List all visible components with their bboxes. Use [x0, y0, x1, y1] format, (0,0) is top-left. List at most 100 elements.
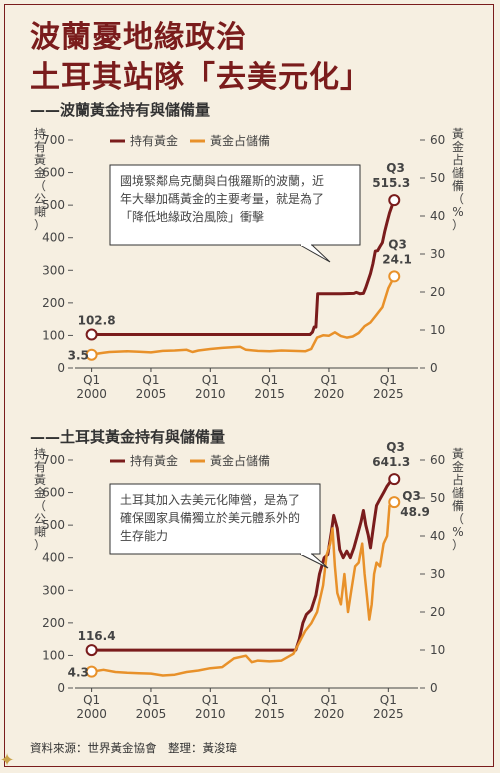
left-axis-label-char: 持: [34, 126, 46, 141]
x-tick-year: 2020: [314, 387, 345, 401]
x-tick-year: 2010: [195, 707, 226, 721]
right-tick-label: 30: [430, 247, 445, 261]
x-tick-quarter: Q1: [202, 373, 219, 387]
left-tick-label: 200: [42, 296, 65, 310]
annotation-text-line: 土耳其加入去美元化陣營，是為了: [120, 493, 300, 507]
end-label-share: 48.9: [400, 505, 430, 519]
right-tick-label: 0: [430, 681, 438, 695]
annotation-box: [109, 483, 321, 555]
x-tick-year: 2020: [314, 707, 345, 721]
right-axis-label-char: 占: [452, 472, 464, 487]
headline-line-2: 土耳其站隊「去美元化」: [30, 60, 371, 95]
left-tick-label: 400: [42, 231, 65, 245]
right-axis-label-char: 儲: [452, 166, 464, 180]
right-tick-label: 30: [430, 567, 445, 581]
right-axis-label-char: （: [452, 512, 464, 526]
left-axis-label-char: ）: [34, 538, 46, 552]
left-tick-label: 100: [42, 328, 65, 342]
right-tick-label: 40: [430, 209, 445, 223]
chart2-subtitle: ——土耳其黃金持有與儲備量: [30, 428, 226, 446]
series-start-marker: [85, 644, 98, 657]
start-label-gold: 102.8: [78, 314, 116, 328]
page-frame: [4, 4, 494, 767]
annotation-text-line: 「降低地緣政治風險」衝擊: [120, 209, 264, 224]
end-label-share: 24.1: [382, 252, 412, 266]
left-tick-label: 600: [42, 166, 65, 180]
series-line-share: [91, 501, 396, 677]
annotation-text-line: 國境緊鄰烏克蘭與白俄羅斯的波蘭，近: [120, 173, 324, 188]
right-tick-label: 20: [430, 605, 445, 619]
x-tick-year: 2015: [254, 387, 285, 401]
left-axis-label-char: 黃: [34, 153, 46, 167]
x-tick-quarter: Q1: [83, 693, 100, 707]
left-tick-label: 600: [42, 486, 65, 500]
annotation-text-line: 年大舉加碼黃金的主要考量，就是為了: [120, 191, 324, 206]
left-axis-label-char: 金: [34, 485, 46, 500]
x-tick-year: 2015: [254, 707, 285, 721]
x-tick-quarter: Q1: [320, 693, 337, 707]
left-axis-label-char: 有: [34, 140, 46, 154]
series-line-share: [91, 275, 396, 356]
right-tick-label: 0: [430, 361, 438, 375]
right-tick-label: 50: [430, 491, 445, 505]
source-credit: 資料來源：世界黃金協會 整理：黃浚瑋: [30, 741, 237, 755]
x-tick-quarter: Q1: [380, 373, 397, 387]
right-axis-label-char: 占: [452, 152, 464, 167]
left-tick-label: 700: [42, 453, 65, 467]
left-axis-label-char: 噸: [34, 525, 46, 539]
x-tick-quarter: Q1: [261, 693, 278, 707]
legend-share-label: 黃金占儲備: [210, 453, 270, 468]
x-tick-quarter: Q1: [142, 693, 159, 707]
right-axis-label-char: ）: [452, 538, 464, 552]
left-axis-label-char: 噸: [34, 205, 46, 219]
right-axis-label-char: 儲: [452, 486, 464, 500]
right-tick-label: 10: [430, 323, 445, 337]
annotation-text-line: 生存能力: [120, 529, 168, 543]
right-tick-label: 20: [430, 285, 445, 299]
end-label-gold: 641.3: [372, 455, 410, 469]
star-ornament-icon: ✦: [0, 750, 15, 771]
x-tick-year: 2005: [136, 707, 167, 721]
annotation-text-line: 確保國家具備獨立於美元體系外的: [120, 510, 300, 525]
left-tick-label: 200: [42, 616, 65, 630]
left-tick-label: 400: [42, 551, 65, 565]
end-q-share: Q3: [388, 237, 407, 251]
series-start-marker: [85, 328, 98, 341]
chart-2: 01002003004005006007000102030405060持有黃金（…: [34, 440, 464, 721]
left-axis-label-char: 黃: [34, 473, 46, 487]
legend-gold-label: 持有黃金: [130, 133, 178, 148]
left-tick-label: 500: [42, 518, 65, 532]
left-tick-label: 100: [42, 648, 65, 662]
x-tick-year: 2010: [195, 387, 226, 401]
headline-line-1: 波蘭憂地緣政治: [30, 20, 247, 55]
series-end-marker: [388, 473, 401, 486]
left-axis-label-char: ）: [34, 218, 46, 232]
right-axis-label-char: ）: [452, 218, 464, 232]
left-tick-label: 500: [42, 198, 65, 212]
x-tick-year: 2000: [76, 707, 107, 721]
right-tick-label: 60: [430, 453, 445, 467]
end-q-gold: Q3: [386, 440, 405, 454]
right-axis-label-char: %: [452, 525, 463, 539]
series-line-gold: [91, 477, 396, 652]
x-tick-quarter: Q1: [83, 373, 100, 387]
end-q-gold: Q3: [386, 161, 405, 175]
left-axis-label-char: （: [34, 499, 46, 513]
series-end-marker: [388, 194, 401, 207]
x-tick-quarter: Q1: [202, 693, 219, 707]
right-tick-label: 40: [430, 529, 445, 543]
annotation-box: [109, 164, 361, 246]
left-tick-label: 0: [57, 361, 65, 375]
start-label-share: 3.5: [68, 349, 89, 363]
right-axis-label-char: 黃: [452, 127, 464, 141]
right-axis-label-char: 金: [452, 139, 464, 154]
left-axis-label-char: 金: [34, 165, 46, 180]
x-tick-quarter: Q1: [261, 373, 278, 387]
legend-gold-label: 持有黃金: [130, 453, 178, 468]
start-label-gold: 116.4: [78, 629, 116, 643]
left-axis-label-char: 公: [34, 512, 46, 526]
series-start-marker: [85, 348, 98, 361]
left-tick-label: 300: [42, 583, 65, 597]
right-axis-label-char: %: [452, 205, 463, 219]
series-end-marker: [388, 270, 401, 283]
